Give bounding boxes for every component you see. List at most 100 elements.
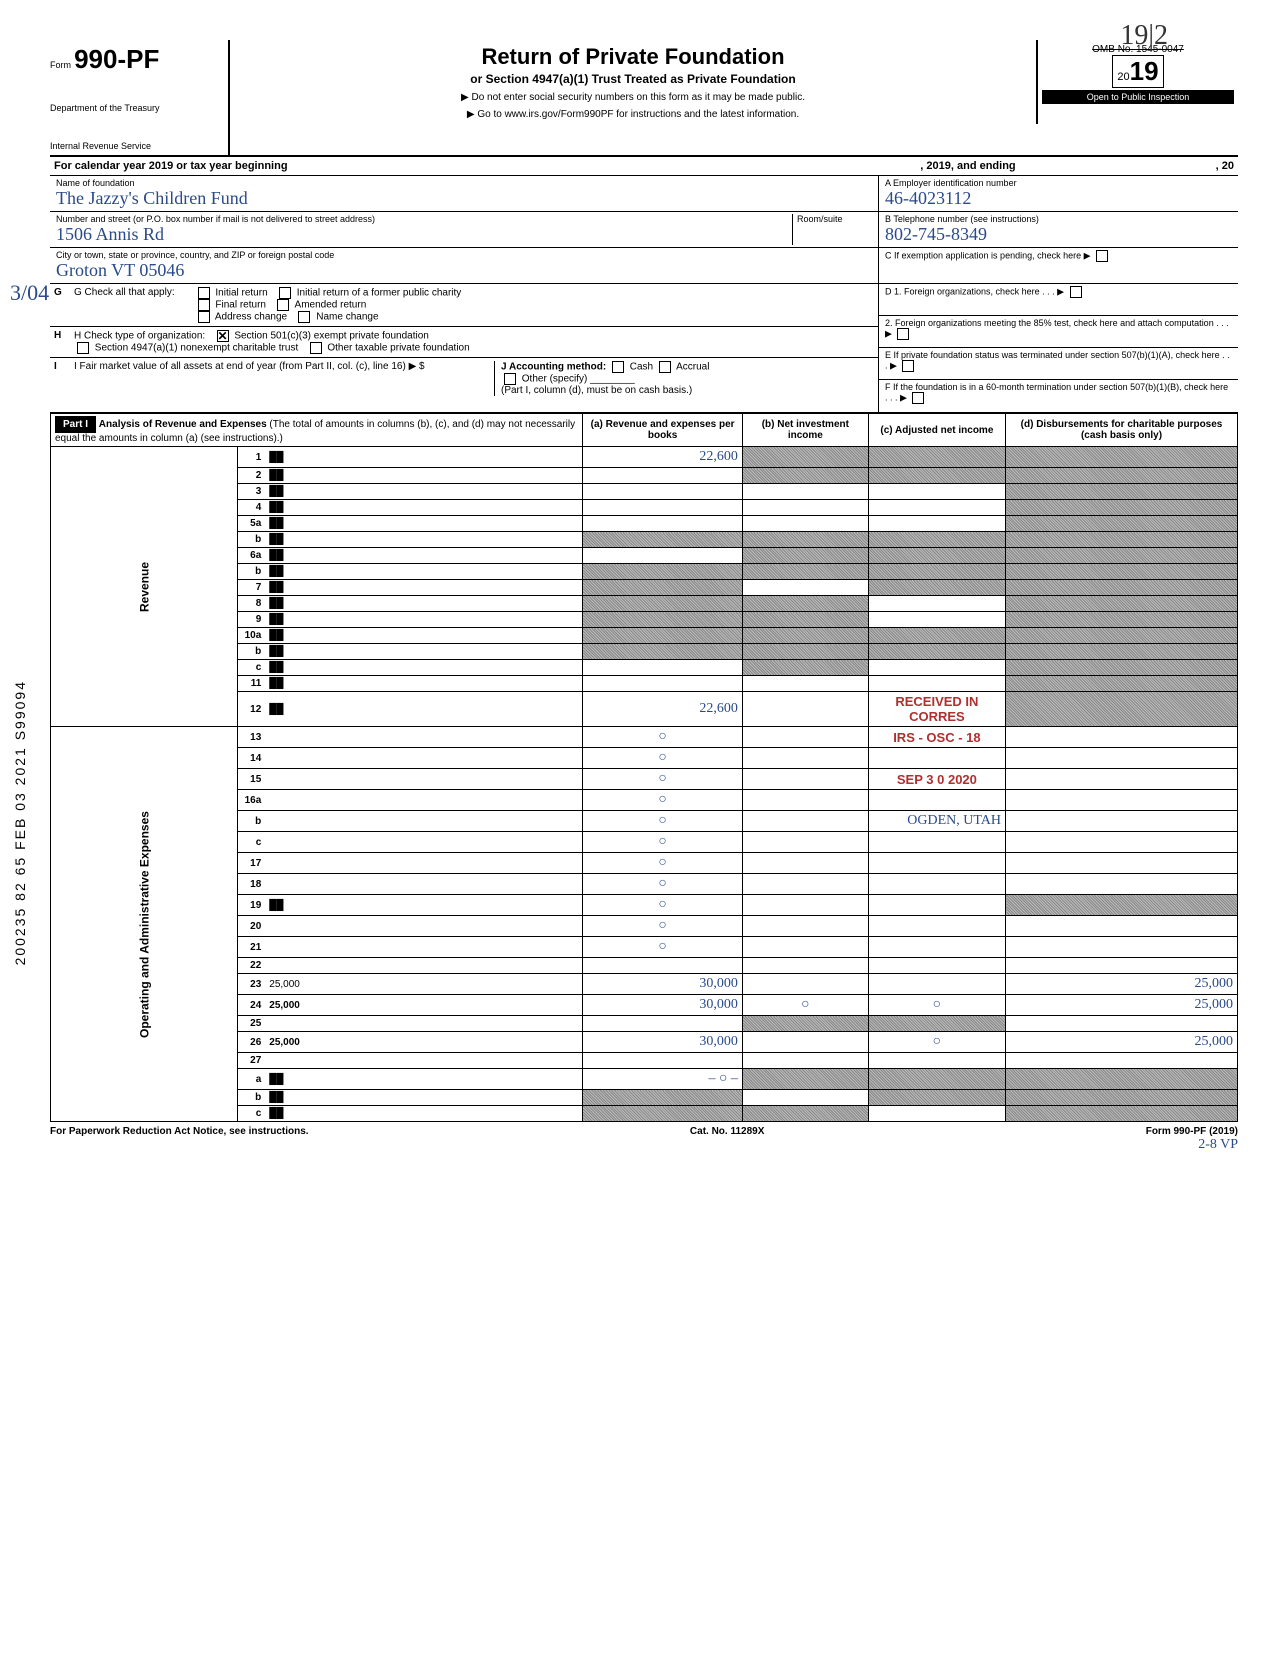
amount-cell (742, 769, 868, 790)
amount-cell: ○ (583, 832, 743, 853)
row-number: 2 (237, 468, 265, 484)
amount-cell: 30,000 (583, 995, 743, 1016)
row-number: 21 (237, 937, 265, 958)
g-letter: G (54, 287, 74, 323)
row-description (265, 727, 583, 748)
row-description (265, 958, 583, 974)
amount-cell (1006, 832, 1238, 853)
row-description: 25,000 (265, 974, 583, 995)
g-initial-checkbox[interactable] (198, 287, 210, 299)
g-final-checkbox[interactable] (198, 299, 210, 311)
row-description: ██ (265, 548, 583, 564)
d2-checkbox[interactable] (897, 328, 909, 340)
part1-table: Part I Analysis of Revenue and Expenses … (50, 413, 1238, 1122)
ein-row: A Employer identification number 46-4023… (879, 176, 1238, 212)
amount-cell: ○ (583, 853, 743, 874)
row-number: 3 (237, 484, 265, 500)
e-label: E If private foundation status was termi… (885, 350, 1230, 370)
amount-cell (868, 447, 1005, 468)
j-other: Other (specify) (522, 374, 588, 385)
amount-cell (742, 937, 868, 958)
amount-cell (868, 853, 1005, 874)
h-other-checkbox[interactable] (310, 342, 322, 354)
d1-row: D 1. Foreign organizations, check here .… (879, 284, 1238, 316)
e-row: E If private foundation status was termi… (879, 348, 1238, 380)
row-description (265, 1053, 583, 1069)
amount-cell (868, 660, 1005, 676)
amount-cell (583, 1090, 743, 1106)
amount-cell (742, 484, 868, 500)
amount-cell (742, 958, 868, 974)
d1-checkbox[interactable] (1070, 286, 1082, 298)
row-number: 7 (237, 580, 265, 596)
amount-cell (583, 500, 743, 516)
phone-value: 802-745-8349 (885, 224, 1232, 245)
cal-text-c: , 20 (1216, 160, 1234, 172)
row-description (265, 790, 583, 811)
row-number: 1 (237, 447, 265, 468)
g-former-checkbox[interactable] (279, 287, 291, 299)
j-other-checkbox[interactable] (504, 373, 516, 385)
row-description: ██ (265, 468, 583, 484)
f-checkbox[interactable] (912, 392, 924, 404)
amount-cell (1006, 1090, 1238, 1106)
amount-cell (868, 516, 1005, 532)
addr-label: Number and street (or P.O. box number if… (56, 214, 792, 224)
row-description (265, 769, 583, 790)
h-501c3-checkbox[interactable] (217, 330, 229, 342)
amount-cell: ○ (583, 727, 743, 748)
row-description: 25,000 (265, 995, 583, 1016)
i-j-row: I I Fair market value of all assets at e… (50, 358, 878, 399)
row-number: 11 (237, 676, 265, 692)
amount-cell (868, 1053, 1005, 1069)
c-row: C If exemption application is pending, c… (879, 248, 1238, 280)
row-number: b (237, 1090, 265, 1106)
j-cash-checkbox[interactable] (612, 361, 624, 373)
amount-cell (742, 468, 868, 484)
amount-cell (742, 748, 868, 769)
amount-cell: ○ (868, 995, 1005, 1016)
amount-cell (742, 790, 868, 811)
row-description: 25,000 (265, 1032, 583, 1053)
ein-label: A Employer identification number (885, 178, 1232, 188)
row-description: ██ (265, 644, 583, 660)
amount-cell (742, 1053, 868, 1069)
e-checkbox[interactable] (902, 360, 914, 372)
row-description: ██ (265, 628, 583, 644)
row-description (265, 811, 583, 832)
amount-cell (868, 484, 1005, 500)
row-number: 20 (237, 916, 265, 937)
phone-label: B Telephone number (see instructions) (885, 214, 1232, 224)
foundation-name: The Jazzy's Children Fund (56, 188, 872, 209)
row-description: ██ (265, 692, 583, 727)
row-description: ██ (265, 895, 583, 916)
identity-left: Name of foundation The Jazzy's Children … (50, 176, 878, 283)
identity-right: A Employer identification number 46-4023… (878, 176, 1238, 283)
g-item-4: Address change (215, 312, 287, 323)
expenses-side-label: Operating and Administrative Expenses (51, 727, 238, 1122)
amount-cell (1006, 447, 1238, 468)
row-number: b (237, 564, 265, 580)
j-accrual-checkbox[interactable] (659, 361, 671, 373)
amount-cell (1006, 468, 1238, 484)
amount-cell (742, 1090, 868, 1106)
c-checkbox[interactable] (1096, 250, 1108, 262)
amount-cell (1006, 790, 1238, 811)
h-4947-checkbox[interactable] (77, 342, 89, 354)
form-number-cell: Form 990-PF Department of the Treasury I… (50, 40, 230, 155)
amount-cell (868, 1106, 1005, 1122)
g-address-checkbox[interactable] (198, 311, 210, 323)
g-amended-checkbox[interactable] (277, 299, 289, 311)
amount-cell (742, 974, 868, 995)
g-name-checkbox[interactable] (298, 311, 310, 323)
amount-cell (868, 1069, 1005, 1090)
h-501c3: Section 501(c)(3) exempt private foundat… (234, 331, 429, 342)
amount-cell (742, 564, 868, 580)
amount-cell: ○ (583, 937, 743, 958)
city-label: City or town, state or province, country… (56, 250, 872, 260)
row-description: ██ (265, 612, 583, 628)
f-label: F If the foundation is in a 60-month ter… (885, 382, 1228, 402)
amount-cell (868, 790, 1005, 811)
row-number: 8 (237, 596, 265, 612)
amount-cell (742, 1016, 868, 1032)
